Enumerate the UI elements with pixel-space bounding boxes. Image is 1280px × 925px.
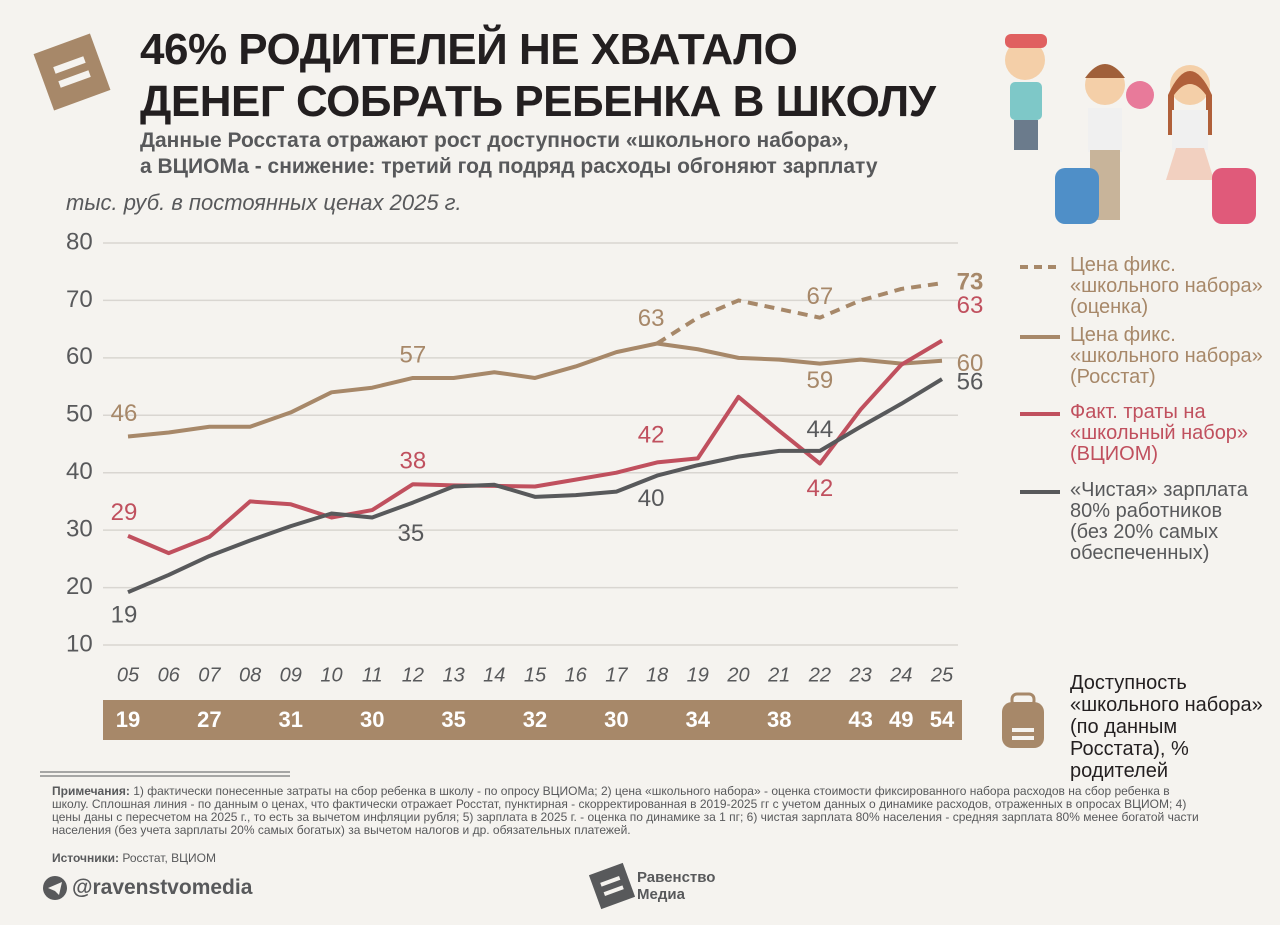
data-label: 35	[398, 520, 425, 547]
legend-swatch	[1020, 335, 1060, 339]
x-tick-label: 22	[808, 664, 831, 686]
x-tick-label: 13	[442, 664, 464, 686]
handle[interactable]: @ravenstvomedia	[72, 876, 253, 899]
data-label: 19	[111, 602, 138, 629]
series-line	[127, 341, 943, 439]
data-label: 67	[807, 283, 834, 310]
accessibility-band	[103, 700, 962, 740]
title: 46% РОДИТЕЛЕЙ НЕ ХВАТАЛО ДЕНЕГ СОБРАТЬ РЕ…	[140, 24, 936, 128]
notes-text: 1) фактически понесенные затраты на сбор…	[52, 784, 1199, 837]
x-tick-label: 17	[605, 664, 628, 686]
y-tick-label: 80	[66, 228, 93, 255]
x-tick-label: 18	[646, 664, 668, 686]
title-line: ДЕНЕГ СОБРАТЬ РЕБЕНКА В ШКОЛУ	[140, 77, 936, 126]
backpack-icon	[1002, 692, 1044, 748]
y-tick-label: 30	[66, 515, 93, 542]
legend-entry: Цена фикс. «школьного набора» (оценка)	[1018, 255, 1268, 318]
x-tick-label: 15	[524, 664, 547, 686]
y-tick-label: 20	[66, 573, 93, 600]
x-tick-label: 09	[280, 664, 302, 686]
band-value: 19	[116, 707, 140, 732]
x-tick-label: 14	[483, 664, 505, 686]
sources-label: Источники:	[52, 851, 120, 865]
y-tick-label: 70	[66, 286, 93, 313]
x-tick-label: 24	[889, 664, 912, 686]
subtitle: Данные Росстата отражают рост доступност…	[140, 128, 878, 180]
band-value: 54	[930, 707, 955, 732]
legend-label: «Чистая» зарплата 80% работников (без 20…	[1070, 479, 1248, 564]
band-value: 31	[279, 707, 303, 732]
y-tick-label: 50	[66, 401, 93, 428]
y-tick-label: 10	[66, 630, 93, 657]
subtitle-line: а ВЦИОМа - снижение: третий год подряд р…	[140, 155, 878, 178]
x-tick-label: 20	[726, 664, 749, 686]
band-value: 38	[767, 707, 791, 732]
x-tick-label: 11	[362, 664, 383, 686]
data-label: 60	[957, 350, 984, 377]
y-tick-label: 40	[66, 458, 93, 485]
x-tick-label: 10	[320, 664, 342, 686]
legend-entry: «Чистая» зарплата 80% работников (без 20…	[1018, 480, 1268, 564]
x-tick-label: 06	[158, 664, 181, 686]
legend-label: Факт. траты на «школьный набор» (ВЦИОМ)	[1070, 401, 1249, 465]
kids-illustration	[1005, 34, 1256, 224]
x-tick-label: 21	[767, 664, 790, 686]
band-label: Доступность «школьного набора» (по данны…	[1070, 672, 1263, 782]
legend-label: Цена фикс. «школьного набора» (оценка)	[1070, 254, 1263, 318]
data-label: 59	[807, 367, 834, 394]
x-tick-label: 23	[848, 664, 871, 686]
notes-label: Примечания:	[52, 784, 130, 798]
x-tick-label: 12	[402, 664, 424, 686]
band-value: 27	[197, 707, 221, 732]
band-value: 34	[686, 707, 711, 732]
brand-logo	[588, 862, 636, 910]
y-tick-label: 60	[66, 343, 93, 370]
brand: Равенство Медиа	[637, 869, 716, 903]
data-label: 42	[638, 422, 665, 449]
series-line	[656, 281, 943, 346]
x-tick-label: 25	[930, 664, 954, 686]
x-tick-label: 16	[565, 664, 588, 686]
legend-swatch	[1020, 412, 1060, 416]
x-tick-label: 19	[687, 664, 709, 686]
band-value: 32	[523, 707, 547, 732]
legend-swatch	[1020, 490, 1060, 494]
data-label: 29	[111, 499, 138, 526]
notes: Примечания: 1) фактически понесенные зат…	[52, 785, 1202, 837]
data-label: 57	[400, 341, 427, 368]
data-label: 56	[957, 368, 984, 395]
legend-swatch	[1020, 265, 1060, 269]
sources: Источники: Росстат, ВЦИОМ	[52, 851, 216, 865]
legend-entry: Факт. траты на «школьный набор» (ВЦИОМ)	[1018, 402, 1268, 465]
band-value: 30	[604, 707, 628, 732]
band-value: 49	[889, 707, 913, 732]
series-line	[127, 377, 944, 595]
band-value: 35	[441, 707, 465, 732]
data-label: 40	[638, 485, 665, 512]
legend-label: Цена фикс. «школьного набора» (Росстат)	[1070, 324, 1263, 388]
data-label: 73	[957, 269, 984, 296]
y-axis-label: тыс. руб. в постоянных ценах 2025 г.	[66, 190, 462, 215]
subtitle-line: Данные Росстата отражают рост доступност…	[140, 129, 849, 152]
title-line: 46% РОДИТЕЛЕЙ НЕ ХВАТАЛО	[140, 25, 798, 74]
data-label: 42	[807, 475, 834, 502]
x-tick-label: 07	[198, 664, 221, 686]
data-label: 46	[111, 400, 138, 427]
legend-entry: Цена фикс. «школьного набора» (Росстат)	[1018, 325, 1268, 388]
sources-text: Росстат, ВЦИОМ	[122, 851, 216, 865]
telegram-icon	[43, 876, 67, 900]
logo	[33, 33, 111, 111]
data-label: 38	[400, 448, 427, 475]
band-value: 30	[360, 707, 384, 732]
x-tick-label: 05	[117, 664, 140, 686]
data-label: 63	[957, 292, 984, 319]
band-value: 43	[848, 707, 872, 732]
data-label: 63	[638, 305, 665, 332]
data-label: 44	[807, 416, 834, 443]
x-tick-label: 08	[239, 664, 261, 686]
